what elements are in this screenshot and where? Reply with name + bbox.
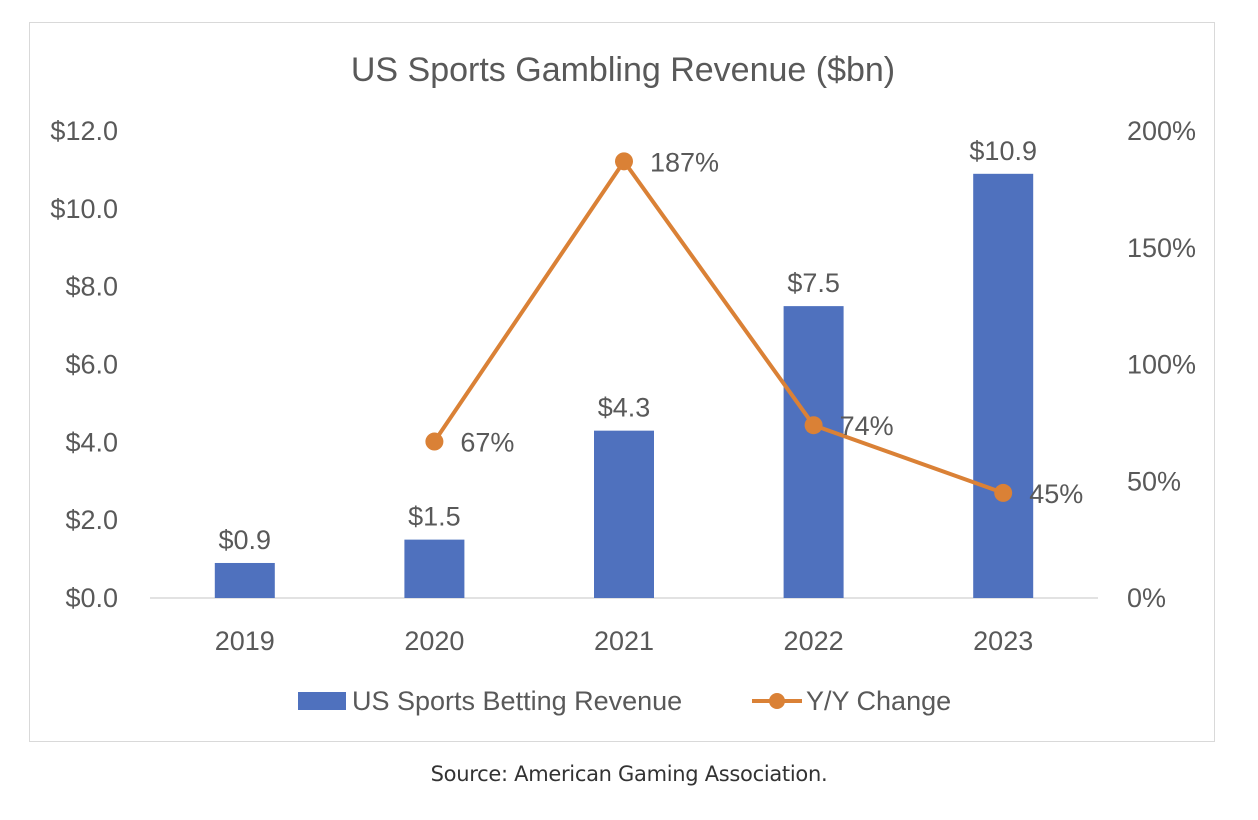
line-point [615,152,633,171]
bar [214,562,275,598]
y-left-tick-label: $0.0 [65,583,118,613]
line-point [804,416,823,435]
line-data-label: 45% [1029,479,1083,509]
source-caption: Source: American Gaming Association. [430,762,828,786]
legend-line-label: Y/Y Change [806,686,951,716]
bar-data-label: $0.9 [219,525,272,555]
bar [594,430,654,598]
y-left-tick-label: $2.0 [65,505,118,535]
bar-data-label: $4.3 [598,393,651,423]
y-y-change-line [432,159,1004,495]
line-data-label: 187% [650,147,719,177]
chart-frame: US Sports Gambling Revenue ($bn) $0.0 $2.0… [29,22,1215,742]
line-point [425,432,444,451]
y-right-tick-label: 100% [1127,350,1196,380]
y-right-tick-label: 0% [1127,583,1166,613]
legend-bar-swatch [298,692,346,710]
y-left-tick-label: $10.0 [50,194,118,224]
bar [973,173,1034,598]
x-tick-label: 2023 [973,626,1033,656]
bar [404,539,465,598]
chart-title: US Sports Gambling Revenue ($bn) [351,51,895,89]
y-right-tick-label: 200% [1127,116,1196,146]
x-tick-label: 2020 [404,626,464,656]
x-tick-label: 2019 [215,626,275,656]
y-right-tick-label: 50% [1127,466,1181,496]
line-point [994,483,1013,502]
y-right-tick-label: 150% [1127,233,1196,263]
bar-data-label: $1.5 [408,502,461,532]
legend-line-marker [769,693,785,709]
line-data-label: 74% [840,411,894,441]
y-left-tick-label: $4.0 [65,427,118,457]
bar-data-label: $10.9 [969,136,1037,166]
bar-data-label: $7.5 [787,268,840,298]
bar [783,306,844,598]
x-tick-label: 2021 [594,626,654,656]
x-tick-label: 2022 [784,626,844,656]
y-left-tick-label: $6.0 [65,350,118,380]
y-left-tick-label: $12.0 [50,116,118,146]
line-data-label: 67% [460,428,514,458]
chart-svg: US Sports Gambling Revenue ($bn) $0.0 $2.0… [50,51,1196,716]
legend-bar-label: US Sports Betting Revenue [352,686,682,716]
y-left-tick-label: $8.0 [65,272,118,302]
